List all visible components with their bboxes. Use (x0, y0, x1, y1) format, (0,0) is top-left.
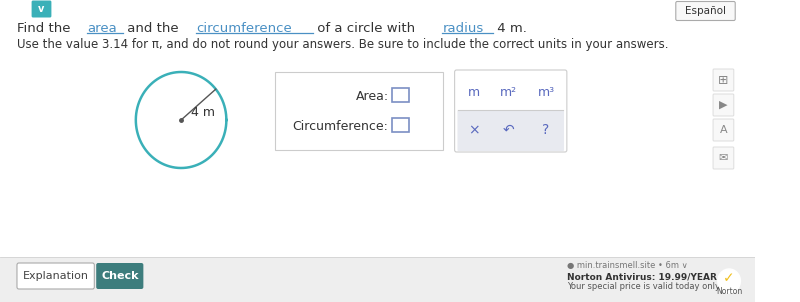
Text: Español: Español (685, 6, 726, 16)
Text: Find the: Find the (17, 22, 74, 35)
Text: Your special price is valid today only: Your special price is valid today only (567, 282, 720, 291)
Text: ● min.trainsmell.site • 6m ∨: ● min.trainsmell.site • 6m ∨ (567, 261, 688, 270)
FancyBboxPatch shape (458, 110, 564, 151)
FancyBboxPatch shape (275, 72, 443, 150)
FancyBboxPatch shape (17, 263, 94, 289)
FancyBboxPatch shape (454, 70, 567, 152)
Text: of a circle with: of a circle with (313, 22, 419, 35)
Text: ×: × (468, 123, 479, 137)
Text: ▶: ▶ (719, 100, 728, 110)
Text: Use the value 3.14 for π, and do not round your answers. Be sure to include the : Use the value 3.14 for π, and do not rou… (17, 38, 669, 51)
FancyBboxPatch shape (676, 2, 735, 21)
Text: v: v (38, 4, 45, 14)
Text: 4 m: 4 m (190, 105, 214, 118)
Text: Circumference:: Circumference: (293, 120, 389, 133)
Text: m³: m³ (538, 85, 554, 98)
FancyBboxPatch shape (713, 94, 734, 116)
Text: ✓: ✓ (723, 271, 735, 285)
Text: m: m (467, 85, 479, 98)
Text: Area:: Area: (355, 89, 389, 102)
Text: Norton: Norton (716, 287, 742, 295)
FancyBboxPatch shape (392, 118, 410, 132)
FancyBboxPatch shape (713, 119, 734, 141)
Text: Explanation: Explanation (22, 271, 89, 281)
Text: and the: and the (123, 22, 183, 35)
Text: ⊞: ⊞ (718, 73, 729, 86)
FancyBboxPatch shape (0, 257, 754, 302)
Text: Norton Antivirus: 19.99/YEAR: Norton Antivirus: 19.99/YEAR (567, 272, 717, 281)
FancyBboxPatch shape (713, 69, 734, 91)
Circle shape (718, 269, 741, 293)
Text: A: A (720, 125, 727, 135)
Text: ✉: ✉ (718, 153, 728, 163)
Text: ↶: ↶ (502, 123, 514, 137)
Text: ?: ? (542, 123, 550, 137)
FancyBboxPatch shape (392, 88, 410, 102)
Text: area: area (87, 22, 117, 35)
Text: m²: m² (500, 85, 517, 98)
FancyBboxPatch shape (96, 263, 143, 289)
Text: Check: Check (101, 271, 138, 281)
Text: radius: radius (442, 22, 483, 35)
Text: circumference: circumference (196, 22, 292, 35)
Text: 4 m.: 4 m. (493, 22, 526, 35)
FancyBboxPatch shape (31, 1, 51, 18)
FancyBboxPatch shape (713, 147, 734, 169)
